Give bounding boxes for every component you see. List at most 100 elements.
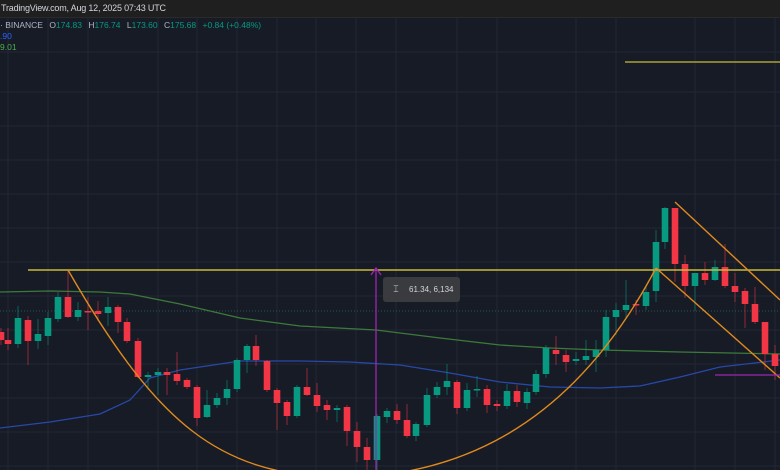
candle — [24, 316, 32, 365]
candle — [523, 388, 531, 409]
low-label: L — [126, 20, 132, 30]
candle — [0, 328, 5, 345]
candle — [213, 393, 221, 408]
measure-arrow-icon — [370, 266, 382, 276]
candle — [343, 405, 351, 446]
candle — [642, 285, 650, 310]
candle — [393, 404, 401, 424]
candle — [622, 280, 630, 319]
candle — [252, 335, 260, 366]
candle — [363, 438, 371, 470]
candle — [661, 207, 669, 249]
open-label: O — [49, 20, 56, 30]
channel-upper-line[interactable] — [674, 201, 780, 301]
ma-green-value: 9.01 — [0, 42, 17, 52]
candle — [671, 208, 679, 282]
candle — [373, 414, 381, 470]
candle — [473, 376, 481, 397]
high-value: 176.74 — [94, 20, 121, 30]
candle — [223, 380, 231, 405]
ma-blue-value: .90 — [0, 31, 12, 41]
cup-arc[interactable] — [67, 267, 657, 470]
candle — [313, 383, 321, 412]
candle — [503, 384, 511, 409]
candle — [353, 422, 361, 462]
measure-icon: ⌶ — [393, 284, 399, 294]
candle — [123, 318, 131, 343]
channel-lower-line[interactable] — [655, 267, 780, 379]
candle — [562, 350, 570, 372]
candle — [463, 383, 471, 411]
change-value: +0.84 (+0.48%) — [202, 20, 262, 30]
candle — [14, 306, 22, 348]
candle — [163, 368, 171, 395]
candle — [54, 292, 62, 322]
candle — [542, 345, 550, 378]
candle — [233, 358, 241, 392]
candle — [443, 364, 451, 395]
chart-canvas[interactable] — [0, 18, 780, 470]
candle — [44, 312, 52, 345]
symbol-label[interactable]: · BINANCE — [0, 20, 43, 30]
candle — [592, 340, 600, 372]
candle — [691, 273, 699, 311]
ohlc-row: · BINANCE O174.83 H176.74 L173.60 C175.6… — [0, 20, 261, 31]
candle — [612, 303, 620, 335]
candle — [423, 388, 431, 427]
candle — [114, 305, 122, 333]
candle — [572, 352, 580, 365]
candle — [84, 297, 92, 330]
candle — [532, 370, 540, 395]
candles — [0, 207, 779, 470]
candle — [263, 360, 271, 392]
measure-tooltip: ⌶ 61.34, 6,134 — [383, 277, 460, 302]
candle — [154, 368, 162, 395]
candle — [4, 328, 12, 350]
candle — [183, 378, 191, 389]
open-value: 174.83 — [55, 20, 82, 30]
low-value: 173.60 — [131, 20, 158, 30]
candle — [273, 388, 281, 430]
candle — [403, 404, 411, 438]
candle — [383, 408, 391, 423]
candle — [74, 302, 82, 321]
measure-value: 61.34, 6,134 — [409, 285, 454, 294]
candle — [173, 352, 181, 385]
chart-title: TradingView.com, Aug 12, 2025 07:43 UTC — [1, 3, 166, 13]
candle — [701, 262, 709, 285]
candle — [303, 368, 311, 396]
candle — [134, 338, 142, 378]
candle — [681, 255, 689, 298]
candle — [721, 244, 729, 288]
candle — [412, 422, 420, 441]
candle — [483, 385, 491, 413]
candle — [741, 288, 749, 328]
header-bar: TradingView.com, Aug 12, 2025 07:43 UTC — [0, 0, 780, 18]
candle — [433, 382, 441, 398]
close-value: 175.68 — [170, 20, 197, 30]
candle — [94, 301, 102, 321]
candle — [203, 390, 211, 418]
candle — [453, 380, 461, 414]
candle — [323, 400, 331, 420]
moving-average-green — [0, 290, 780, 355]
candle — [34, 319, 42, 349]
candle — [652, 230, 660, 302]
candle — [144, 372, 152, 390]
close-label: C — [163, 20, 171, 30]
candle — [293, 385, 301, 418]
high-label: H — [88, 20, 95, 30]
candle — [104, 297, 112, 326]
grid — [0, 18, 780, 470]
candle — [513, 385, 521, 407]
candle — [283, 400, 291, 425]
candle — [731, 273, 739, 302]
candle — [493, 400, 501, 411]
candle — [751, 287, 759, 324]
candle — [64, 270, 72, 318]
candle — [552, 336, 560, 365]
candle — [582, 340, 590, 365]
candle — [761, 322, 769, 370]
moving-average-blue — [0, 359, 780, 429]
legend: · BINANCE O174.83 H176.74 L173.60 C175.6… — [0, 20, 261, 53]
